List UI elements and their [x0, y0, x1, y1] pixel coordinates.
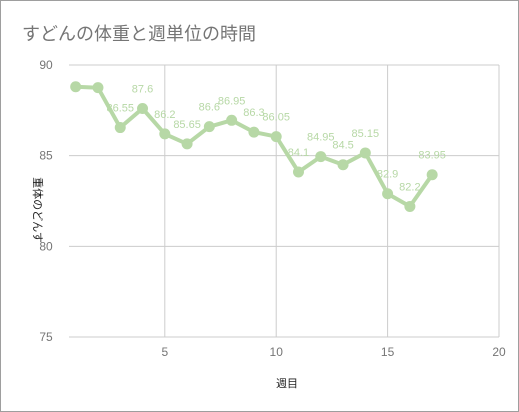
grid-lines [69, 64, 500, 338]
data-point [270, 131, 282, 143]
data-point [203, 121, 215, 133]
data-point [315, 151, 327, 163]
data-point [359, 147, 371, 159]
data-point [337, 159, 349, 171]
data-label: 86.2 [154, 109, 175, 121]
data-label: 83.95 [418, 150, 446, 162]
data-label: 86.55 [106, 103, 134, 115]
data-label: 86.6 [199, 102, 220, 114]
data-label: 86.05 [262, 112, 290, 124]
data-label: 85.15 [352, 128, 380, 140]
data-label: 86.3 [243, 107, 264, 119]
y-tick-label: 75 [39, 330, 53, 344]
data-point [114, 122, 126, 134]
tick-labels: 75 80 85 90 5 10 15 20 [39, 58, 506, 359]
data-point [137, 103, 149, 115]
data-label: 85.65 [173, 119, 201, 131]
data-point [292, 166, 304, 178]
x-tick-label: 10 [270, 345, 284, 359]
data-label: 87.6 [132, 84, 153, 96]
x-tick-label: 5 [161, 345, 168, 359]
data-point [248, 126, 260, 138]
x-tick-label: 20 [492, 345, 506, 359]
data-point [382, 188, 394, 200]
data-label: 82.9 [377, 169, 398, 181]
data-label: 84.5 [332, 140, 353, 152]
data-point [181, 138, 193, 150]
data-point [404, 200, 416, 212]
data-point [426, 169, 438, 181]
data-points [70, 81, 438, 212]
chart-title: すどんの体重と週単位の時間 [22, 24, 256, 45]
y-axis-label: 重体のどんす [31, 177, 45, 243]
data-label: 84.95 [307, 132, 335, 144]
y-tick-label: 80 [39, 239, 53, 253]
y-tick-label: 85 [39, 149, 53, 163]
y-tick-label: 90 [39, 58, 53, 72]
data-label: 82.2 [399, 181, 420, 193]
data-label: 84.1 [288, 147, 309, 159]
data-label: 86.95 [218, 95, 246, 107]
data-point [70, 81, 82, 93]
x-tick-label: 15 [381, 345, 395, 359]
x-axis-label: 週目 [276, 377, 298, 390]
data-point [92, 82, 104, 94]
data-point [226, 114, 238, 126]
data-point [159, 128, 171, 140]
